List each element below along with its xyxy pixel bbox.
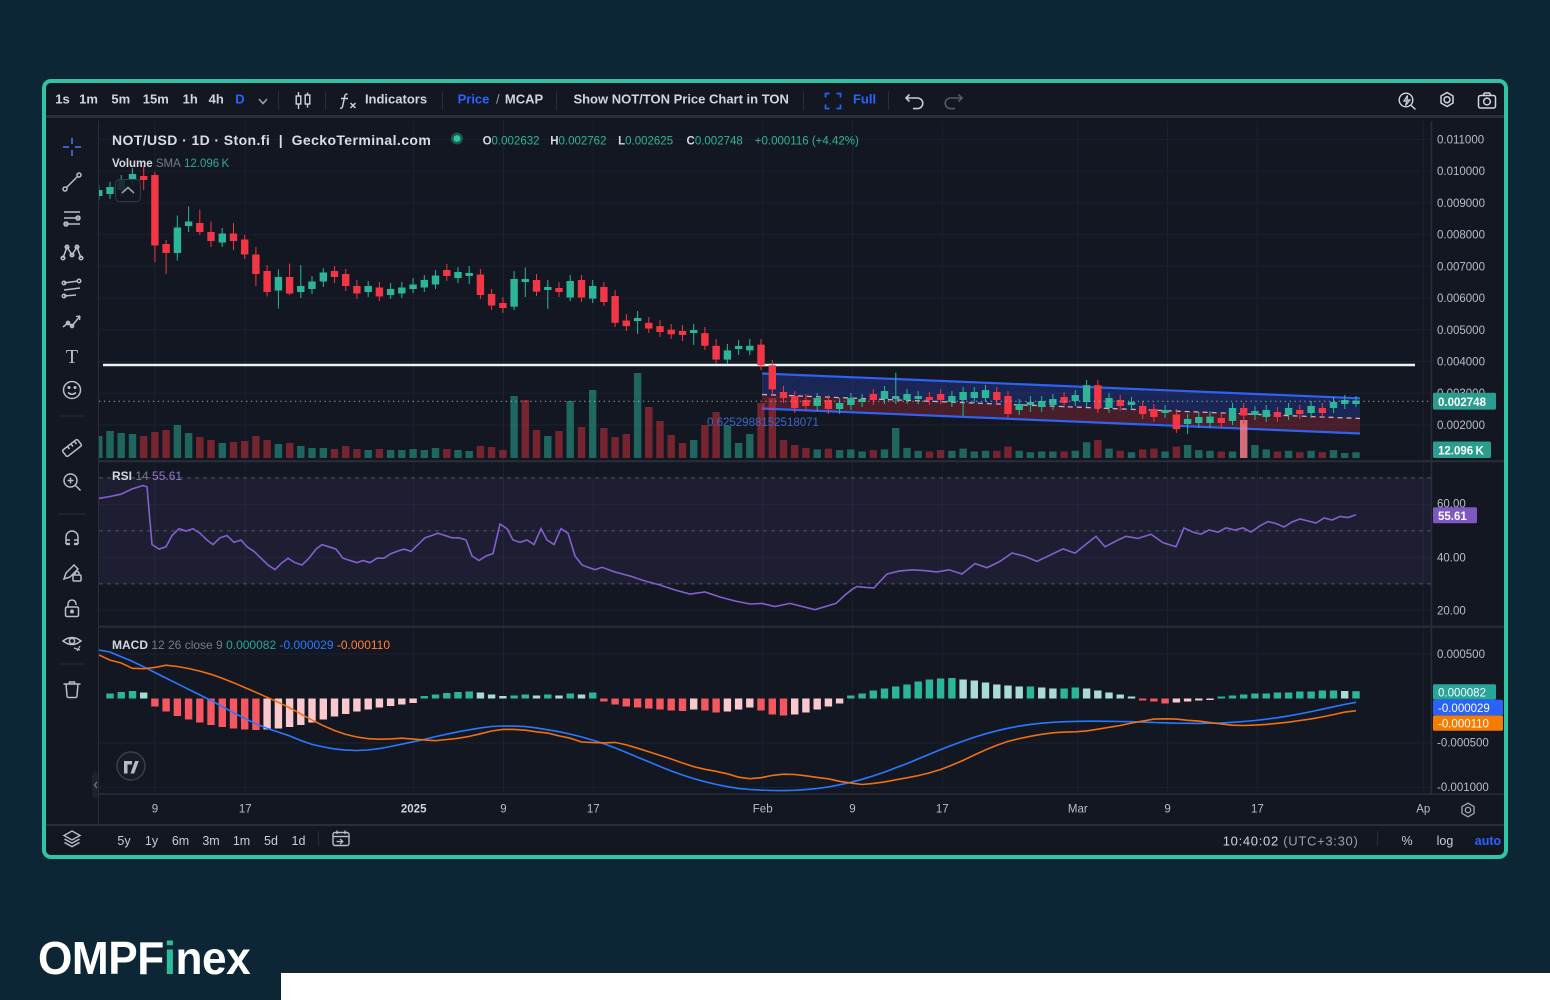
- svg-text:40.00: 40.00: [1437, 553, 1466, 565]
- svg-text:0.002748: 0.002748: [1438, 397, 1487, 409]
- svg-text:C0.002748: C0.002748: [687, 136, 743, 148]
- svg-text:9: 9: [152, 804, 158, 816]
- svg-text:17: 17: [239, 804, 252, 816]
- svg-text:17: 17: [936, 804, 949, 816]
- svg-text:20.00: 20.00: [1437, 606, 1466, 618]
- svg-text:T: T: [66, 346, 78, 368]
- svg-text:-0.000029: -0.000029: [1438, 703, 1490, 715]
- svg-text:0.002000: 0.002000: [1437, 420, 1485, 432]
- svg-text:0.000082: 0.000082: [1438, 687, 1486, 699]
- svg-text:0.000500: 0.000500: [1437, 649, 1485, 661]
- svg-text:12.096 K: 12.096 K: [1438, 445, 1484, 457]
- svg-text:-0.000110: -0.000110: [1438, 719, 1489, 731]
- svg-text:55.61: 55.61: [1438, 511, 1467, 523]
- svg-text:17: 17: [587, 804, 600, 816]
- svg-text:0.005000: 0.005000: [1437, 325, 1485, 337]
- svg-text:9: 9: [849, 804, 855, 816]
- svg-text:0.006000: 0.006000: [1437, 293, 1485, 305]
- svg-text:0.011000: 0.011000: [1437, 134, 1484, 146]
- svg-text:-0.001000: -0.001000: [1437, 782, 1489, 794]
- svg-text:0.009000: 0.009000: [1437, 198, 1485, 210]
- svg-text:H0.002762: H0.002762: [550, 136, 606, 148]
- svg-text:NOT/USD · 1D · Ston.fi | Gec: NOT/USD · 1D · Ston.fi | GeckoTerminal.c…: [112, 132, 431, 148]
- svg-text:MACD 12 26 close 9 0.000082 -0: MACD 12 26 close 9 0.000082 -0.000029 -0…: [112, 638, 390, 652]
- svg-text:9: 9: [500, 804, 506, 816]
- svg-text:0.6252988152518071: 0.6252988152518071: [707, 417, 819, 429]
- svg-text:+0.000116 (+4.42%): +0.000116 (+4.42%): [755, 136, 859, 148]
- svg-text:RSI 14 55.61: RSI 14 55.61: [112, 469, 182, 483]
- svg-text:O0.002632: O0.002632: [483, 136, 540, 148]
- svg-text:2025: 2025: [401, 804, 427, 816]
- svg-text:Feb: Feb: [753, 804, 773, 816]
- svg-text:L0.002625: L0.002625: [618, 136, 673, 148]
- svg-text:9: 9: [1164, 804, 1170, 816]
- svg-text:Mar: Mar: [1068, 804, 1088, 816]
- svg-text:0.007000: 0.007000: [1437, 261, 1485, 273]
- svg-text:0.010000: 0.010000: [1437, 166, 1485, 178]
- svg-text:0.004000: 0.004000: [1437, 357, 1485, 369]
- svg-text:0.008000: 0.008000: [1437, 230, 1485, 242]
- svg-text:Volume SMA 12.096 K: Volume SMA 12.096 K: [112, 158, 229, 170]
- svg-text:17: 17: [1251, 804, 1264, 816]
- svg-text:Ap: Ap: [1416, 804, 1430, 816]
- svg-text:-0.000500: -0.000500: [1437, 738, 1489, 750]
